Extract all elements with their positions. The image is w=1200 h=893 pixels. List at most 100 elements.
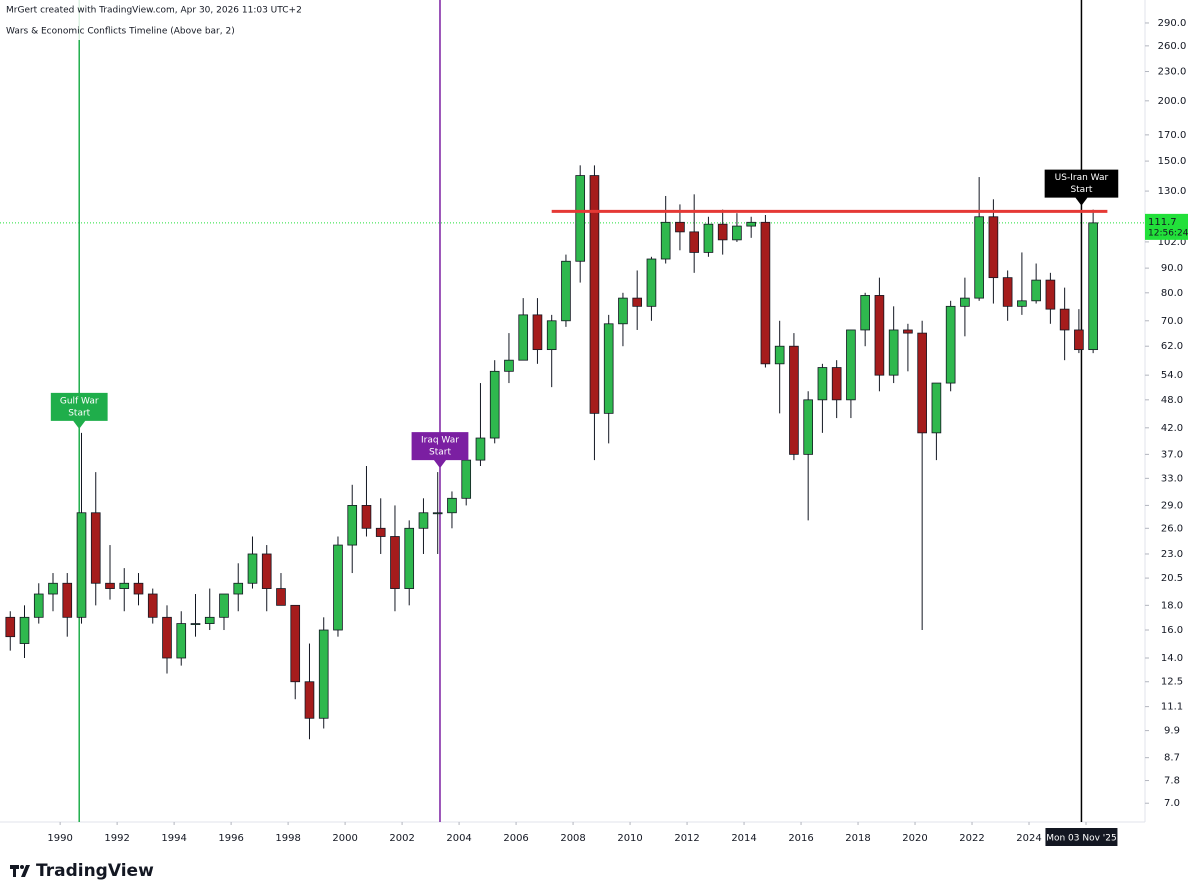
candle-body [1002,277,1013,307]
candle-body [589,175,600,414]
candle-body [561,260,571,322]
candle-body [675,221,685,233]
event-label-box [411,432,469,469]
y-tick-label: 16.0 [1161,625,1183,636]
candle-body [475,437,486,461]
x-tick-label: 2022 [959,833,984,844]
candle-body [703,223,714,253]
candle-body [717,223,728,241]
candle-body [774,345,785,365]
candle-body [760,221,771,365]
x-tick-label: 2012 [674,833,699,844]
candle-body [176,623,187,659]
candle-body [846,329,856,401]
brand: TradingView [36,861,154,881]
x-tick-label: 1992 [104,833,129,844]
event-label: US-Iran War [1055,173,1109,183]
y-tick-label: 62.0 [1161,341,1183,352]
indicator-title: Wars & Economic Conflicts Timeline (Abov… [6,27,235,37]
candle-body [903,329,913,334]
y-tick-label: 7.0 [1164,798,1180,809]
plot-area [0,0,1145,822]
candle-body [361,505,372,529]
candle-body [390,536,400,589]
y-tick-label: 170.0 [1158,130,1187,141]
y-tick-label: 18.0 [1161,600,1183,611]
x-tick-label: 2000 [332,833,357,844]
candle-body [1059,308,1070,331]
candle-body [1017,300,1027,307]
candle-body [603,323,614,414]
candle-body [803,399,813,455]
candle-body [632,297,643,307]
candle-body [945,305,956,384]
last-price-label: 111.7 [1148,217,1177,228]
candle-body [461,459,472,499]
header-bg [0,0,330,40]
candle-body [546,320,557,351]
x-tick-label: 2020 [902,833,927,844]
candle-body [817,367,828,401]
candle-body [660,221,671,260]
y-tick-label: 33.0 [1161,473,1183,484]
x-tick-label: 2018 [845,833,870,844]
y-tick-label: 290.0 [1158,18,1187,29]
y-tick-label: 7.8 [1164,776,1180,787]
candle-body [48,582,58,595]
x-tick-label: 2010 [617,833,642,844]
x-tick-label: 1994 [161,833,186,844]
brand-logo [10,865,30,877]
y-tick-label: 29.0 [1161,500,1183,511]
x-tick-label: 2008 [560,833,585,844]
candle-body [5,616,16,638]
y-tick-label: 102.0 [1158,237,1187,248]
candle-body [247,553,258,584]
candle-body [988,216,999,279]
candle-body [204,616,215,624]
x-tick-label: 2002 [389,833,414,844]
y-tick-label: 26.0 [1161,523,1183,534]
candle-body [119,582,130,589]
event-label-box [50,392,108,429]
event-label: Start [429,448,451,458]
candle-body [532,314,543,351]
candle-body [931,382,942,434]
candle-body [62,582,73,618]
y-tick-label: 11.1 [1161,702,1183,713]
candle-body [504,359,514,372]
candle-body [418,512,429,529]
crosshair-box [1045,828,1118,846]
x-tick-label: 2016 [788,833,813,844]
candle-body [960,297,970,307]
y-tick-label: 230.0 [1158,67,1187,78]
x-tick-label: 1996 [218,833,243,844]
candle-body [90,512,101,584]
candle-body [304,681,315,719]
y-tick-label: 150.0 [1158,156,1187,167]
candle-body [261,553,272,589]
candle-body [375,527,386,537]
candle-body [105,582,115,589]
candle-body [974,216,984,299]
y-tick-label: 200.0 [1158,96,1187,107]
y-tick-label: 48.0 [1161,395,1183,406]
y-tick-label: 70.0 [1161,316,1183,327]
candle-body [575,175,586,262]
candle-body [219,593,229,618]
event-label: Iraq War [421,436,459,446]
candle-body [1074,329,1084,351]
y-tick-label: 54.0 [1161,370,1183,381]
candle-body [646,258,657,307]
y-tick-label: 90.0 [1161,263,1183,274]
candle-body [233,582,244,595]
candle-body [746,221,756,227]
candle-body [489,370,500,439]
candle-body [618,297,628,325]
y-tick-label: 20.5 [1161,573,1183,584]
crosshair-label: Mon 03 Nov '25 [1046,834,1117,844]
candle-body [147,593,158,618]
y-tick-label: 260.0 [1158,41,1187,52]
candle-body [518,314,529,361]
y-tick-label: 42.0 [1161,423,1183,434]
